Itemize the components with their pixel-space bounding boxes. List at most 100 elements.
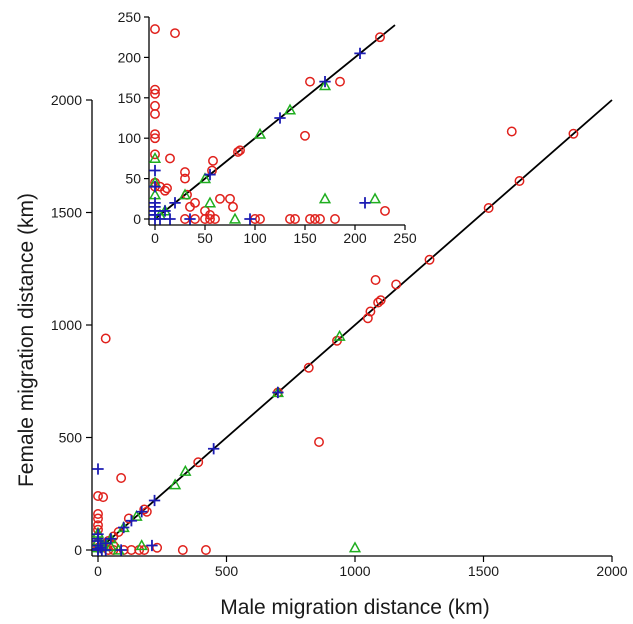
inset-circle-point [170,28,180,39]
inset-circle-point [150,100,160,111]
inset-plus-point [149,201,161,213]
main-plus-point [148,494,161,507]
main-plus-point [94,542,107,554]
main-circle-point [152,542,163,553]
main-circle-point [177,545,188,555]
main-circle-point [424,254,435,265]
inset-triangle-point [178,188,192,200]
main-circle-point [506,126,517,137]
inset-triangle-point [318,79,332,91]
inset-circle-point [305,214,315,224]
inset-circle-point [315,214,325,224]
main-circle-point [514,176,525,186]
inset-circle-point [255,214,265,224]
main-circle-point [375,295,386,306]
main-circle-point [373,297,384,308]
main-plus-point [115,544,127,556]
inset-plus-point [154,213,166,225]
inset-points [148,24,390,225]
inset-y-tick-label: 200 [118,49,142,65]
inset-circle-point [235,145,245,156]
main-x-tick-label: 500 [215,563,239,579]
main-circle-point [365,306,376,317]
inset-x-tick-label: 100 [243,230,267,246]
main-circle-point [568,128,579,139]
main-y-tick-label: 500 [59,430,83,446]
inset-plus-point [149,181,161,193]
inset-ticks: 0 50 100 150 200 250 0 50 100 150 200 250 [118,9,417,246]
main-plus-point [272,386,284,399]
main-circle-point [139,504,150,515]
inset-plus-point [159,205,171,217]
inset-circle-point [190,197,200,208]
inset-plus-point [164,213,176,225]
inset-circle-point [165,153,175,164]
y-axis-label: Female migration distance (km) [15,193,38,487]
inset-triangle-point [228,212,242,224]
main-plus-point [118,521,130,534]
inset-circle-point [285,214,295,224]
inset-circle-point [150,24,160,35]
main-circle-point [391,279,402,290]
inset-circle-point [208,155,218,166]
inset-plus-point [149,164,161,177]
main-triangle-point [135,539,148,551]
inset-circle-point [233,146,243,157]
inset-triangle-point [368,192,382,204]
inset-circle-point [375,32,385,43]
inset-circle-point [305,76,315,87]
inset-y-tick-label: 50 [125,171,141,187]
inset-plus-point [184,213,196,225]
inset-circle-point [228,201,238,212]
main-plus-point [125,515,138,527]
main-x-tick-label: 0 [94,563,102,579]
main-circle-point [483,203,494,213]
main-plus-point [207,443,220,455]
main-plus-point [146,539,158,552]
inset-plus-point [204,168,216,181]
inset-x-tick-label: 50 [197,230,213,246]
inset-circle-point [180,167,190,178]
inset-triangle-point [203,196,217,208]
inset-x-tick-label: 200 [343,230,367,246]
inset-triangle-point [283,103,297,115]
inset-plus-point [359,197,371,209]
main-circle-point [303,362,314,373]
inset-y-tick-label: 250 [118,9,142,25]
inset-circle-point [150,84,160,95]
main-y-tick-label: 1500 [51,205,82,221]
inset-circle-point [215,193,225,204]
main-y-tick-label: 0 [74,542,82,558]
inset-circle-point [205,214,215,224]
main-y-tick-label: 2000 [51,92,82,108]
inset-triangle-point [318,192,332,204]
inset-y-tick-label: 100 [118,130,142,146]
main-plus-point [100,544,112,556]
inset-y-tick-label: 0 [133,211,141,227]
main-x-tick-label: 1000 [339,563,370,579]
inset-plus-point [274,112,286,124]
inset-circle-point [205,210,215,220]
inset-circle-point [150,129,160,140]
main-circle-point [200,545,211,555]
inset-circle-point [310,214,320,224]
inset-triangle-point [148,152,162,164]
inset-y-tick-label: 150 [118,90,142,106]
main-circle-point [370,275,381,285]
main-triangle-point [333,329,346,341]
main-triangle-point [168,478,182,490]
inset-circle-point [290,214,300,224]
inset-triangle-point [198,172,212,184]
inset-circle-point [150,149,160,160]
main-plus-point [92,463,104,475]
inset-x-tick-label: 250 [393,230,417,246]
main-circle-point [93,509,103,519]
main-x-tick-label: 2000 [596,563,627,579]
main-x-tick-label: 1500 [468,563,499,579]
inset-plus-point [244,213,256,225]
main-circle-point [116,473,127,483]
inset-x-tick-label: 0 [151,230,159,246]
